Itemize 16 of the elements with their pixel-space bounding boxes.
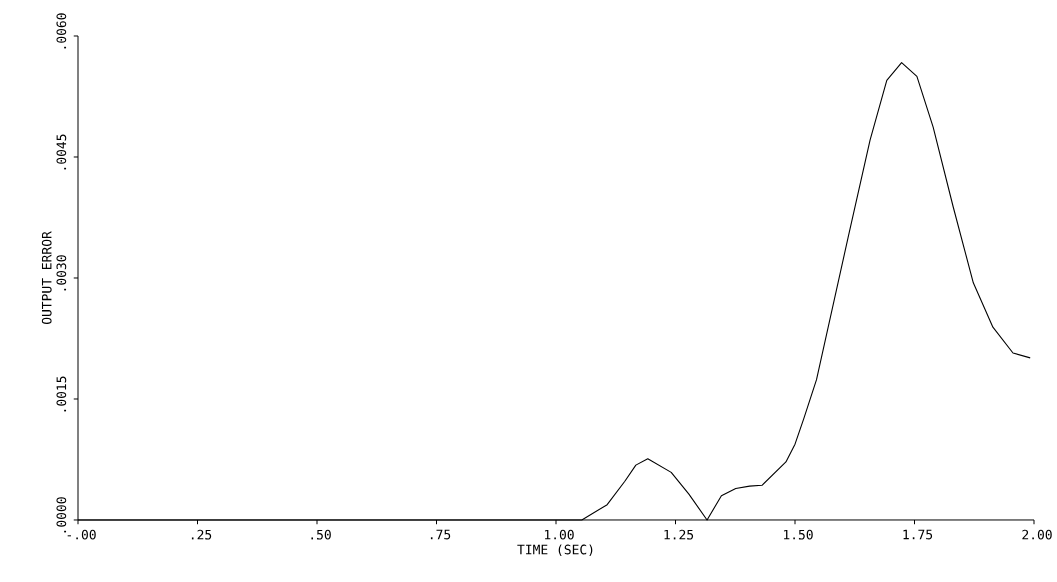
x-tick-label: 1.50 xyxy=(783,529,813,540)
x-tick-label: .25 xyxy=(191,529,212,540)
y-axis-title: OUTPUT ERROR xyxy=(41,231,52,325)
x-tick-label: .75 xyxy=(430,529,451,540)
y-tick-label: .0045 xyxy=(56,134,67,170)
x-tick-label: .50 xyxy=(311,529,331,540)
x-tick-label: 1.75 xyxy=(903,529,933,540)
x-tick-label: 1.00 xyxy=(544,529,574,540)
x-tick-label: 1.25 xyxy=(664,529,694,540)
y-tick-label: .0030 xyxy=(56,255,67,291)
x-axis-title: TIME (SEC) xyxy=(517,544,593,556)
x-tick-label: 2.00 xyxy=(1022,529,1052,540)
x-tick-label: -.00 xyxy=(67,529,96,540)
y-tick-label: .0015 xyxy=(56,376,67,412)
y-tick-label: .0000 xyxy=(56,497,67,533)
y-tick-label: .0060 xyxy=(56,13,67,49)
